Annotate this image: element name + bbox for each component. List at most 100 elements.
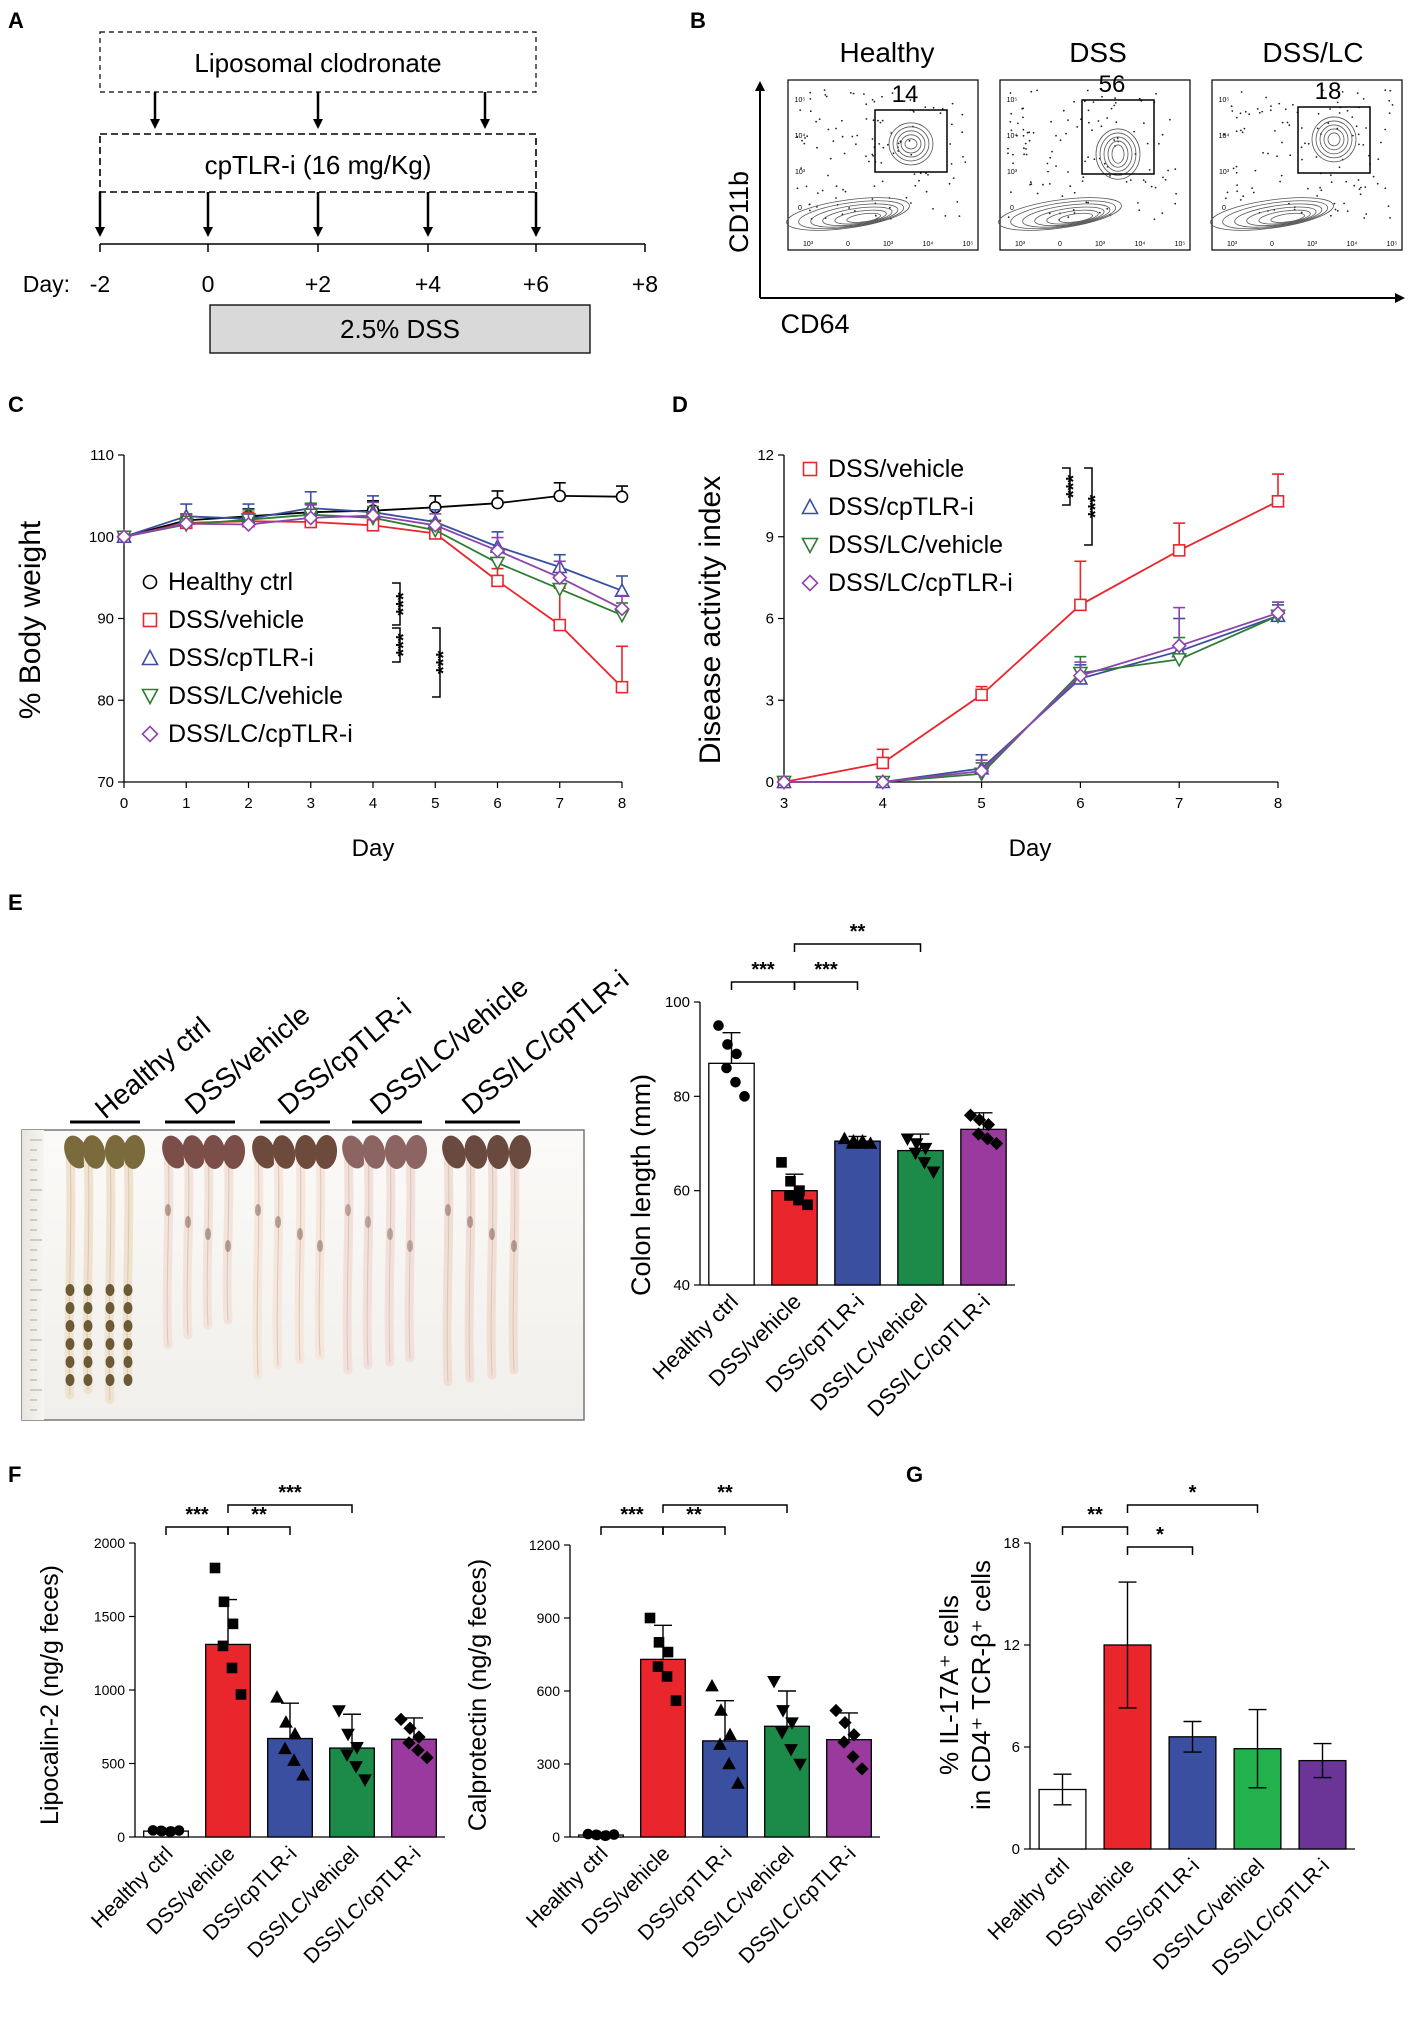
stool-pellet [83, 1374, 93, 1386]
flow-event-dot [843, 152, 846, 155]
flow-event-dot [1389, 217, 1391, 219]
flow-event-dot [1143, 122, 1145, 125]
flow-event-dot [1364, 186, 1367, 189]
data-point [1270, 605, 1286, 621]
flow-title-dss: DSS [1069, 37, 1127, 68]
data-point [973, 763, 990, 779]
flow-event-dot [1174, 202, 1177, 205]
flow-event-dot [1175, 192, 1177, 195]
y-tick-label: 0 [1012, 1841, 1020, 1858]
colon-mark [297, 1228, 303, 1240]
flow-event-dot [1081, 180, 1084, 183]
flow-x-tick: 10³ [1307, 241, 1318, 248]
data-point [837, 1735, 851, 1749]
colon-edge [388, 1149, 392, 1363]
y-tick-label: 100 [89, 529, 114, 546]
flow-event-dot [816, 146, 818, 149]
stool-pellet [65, 1284, 75, 1296]
flow-contour [1107, 140, 1129, 168]
significance-bracket [432, 627, 441, 698]
x-tick-label: 8 [1274, 795, 1282, 812]
cecum [162, 1135, 186, 1169]
stool-pellet [123, 1374, 133, 1386]
significance-bracket [227, 1526, 291, 1535]
data-point [846, 1750, 860, 1764]
flow-event-dot [1009, 121, 1012, 123]
colon-group-2 [162, 1135, 246, 1350]
flow-event-dot [1300, 127, 1303, 129]
flow-event-dot [950, 163, 953, 165]
flow-event-dot [1248, 113, 1251, 116]
data-point [491, 574, 504, 588]
flow-event-dot [1304, 142, 1306, 145]
x-tick-label: 3 [780, 795, 788, 812]
stool-pellet [105, 1302, 115, 1314]
flow-event-dot [1091, 129, 1093, 132]
photo-label-4: DSS/LC/vehicle [364, 971, 534, 1121]
flow-contour [810, 203, 899, 228]
flow-event-dot [1289, 154, 1292, 157]
flow-event-dot [881, 119, 884, 122]
flow-contour [1046, 209, 1099, 225]
flow-event-dot [1329, 108, 1331, 110]
flow-event-dot [799, 109, 802, 111]
stool-pellet [83, 1356, 93, 1368]
flow-event-dot [796, 135, 799, 138]
flow-event-dot [1142, 179, 1145, 182]
clodronate-label: Liposomal clodronate [194, 48, 441, 78]
flow-event-dot [924, 106, 927, 108]
flow-event-dot [1010, 129, 1013, 132]
colon-edge [446, 1149, 450, 1383]
flow-event-dot [1042, 183, 1044, 186]
data-point [731, 1048, 742, 1060]
y-tick-label: 9 [766, 529, 774, 546]
flow-event-dot [1377, 158, 1380, 161]
data-point [863, 1136, 878, 1149]
flow-event-dot [1280, 174, 1283, 177]
y-tick-label: 1200 [529, 1537, 560, 1553]
series-line [783, 500, 1279, 783]
data-point [785, 1175, 796, 1187]
legend-marker [801, 574, 819, 592]
cecum [404, 1135, 428, 1169]
flow-y-tick: 0 [1010, 205, 1014, 212]
data-point [227, 1618, 239, 1630]
flow-contour [822, 206, 893, 227]
flow-event-dot [1329, 174, 1332, 177]
flow-event-dot [1316, 195, 1319, 197]
flow-event-dot [1076, 126, 1079, 128]
data-point [705, 1678, 719, 1692]
colon-edge [512, 1149, 516, 1371]
series-dss-lc-cptlr-i [116, 501, 630, 617]
flow-event-dot [1007, 147, 1009, 150]
data-point [116, 529, 132, 545]
flow-title-healthy: Healthy [840, 37, 935, 68]
flow-event-dot [1024, 142, 1027, 145]
panel-a: A Liposomal clodronate cpTLR-i (16 mg/Kg… [8, 8, 658, 354]
data-point [838, 1715, 852, 1730]
data-point [552, 569, 568, 586]
flow-event-dot [1133, 130, 1135, 133]
flow-event-dot [871, 138, 874, 140]
flow-event-dot [964, 161, 967, 164]
flow-event-dot [835, 185, 838, 188]
f1-ylabel: Lipocalin-2 (ng/g feces) [36, 1565, 64, 1825]
flow-y-tick: 10⁵ [795, 97, 806, 104]
stool-pellet [83, 1302, 93, 1314]
flow-event-dot [1017, 122, 1019, 125]
flow-event-dot [871, 198, 874, 200]
flow-event-dot [1384, 187, 1387, 190]
flow-gate [874, 109, 948, 173]
flow-event-dot [1338, 166, 1341, 169]
significance-bracket [730, 981, 796, 990]
flow-event-dot [1026, 131, 1029, 134]
flow-event-dot [1265, 96, 1267, 99]
chart-c: 70 80 90 100 110 0 1 2 3 4 5 6 7 8 Healthy ctrl DSS/veh… [89, 447, 630, 812]
flow-event-dot [1286, 121, 1289, 124]
cecum [82, 1135, 106, 1169]
flow-event-dot [1100, 125, 1103, 128]
flow-x-tick: 10³ [803, 241, 814, 248]
